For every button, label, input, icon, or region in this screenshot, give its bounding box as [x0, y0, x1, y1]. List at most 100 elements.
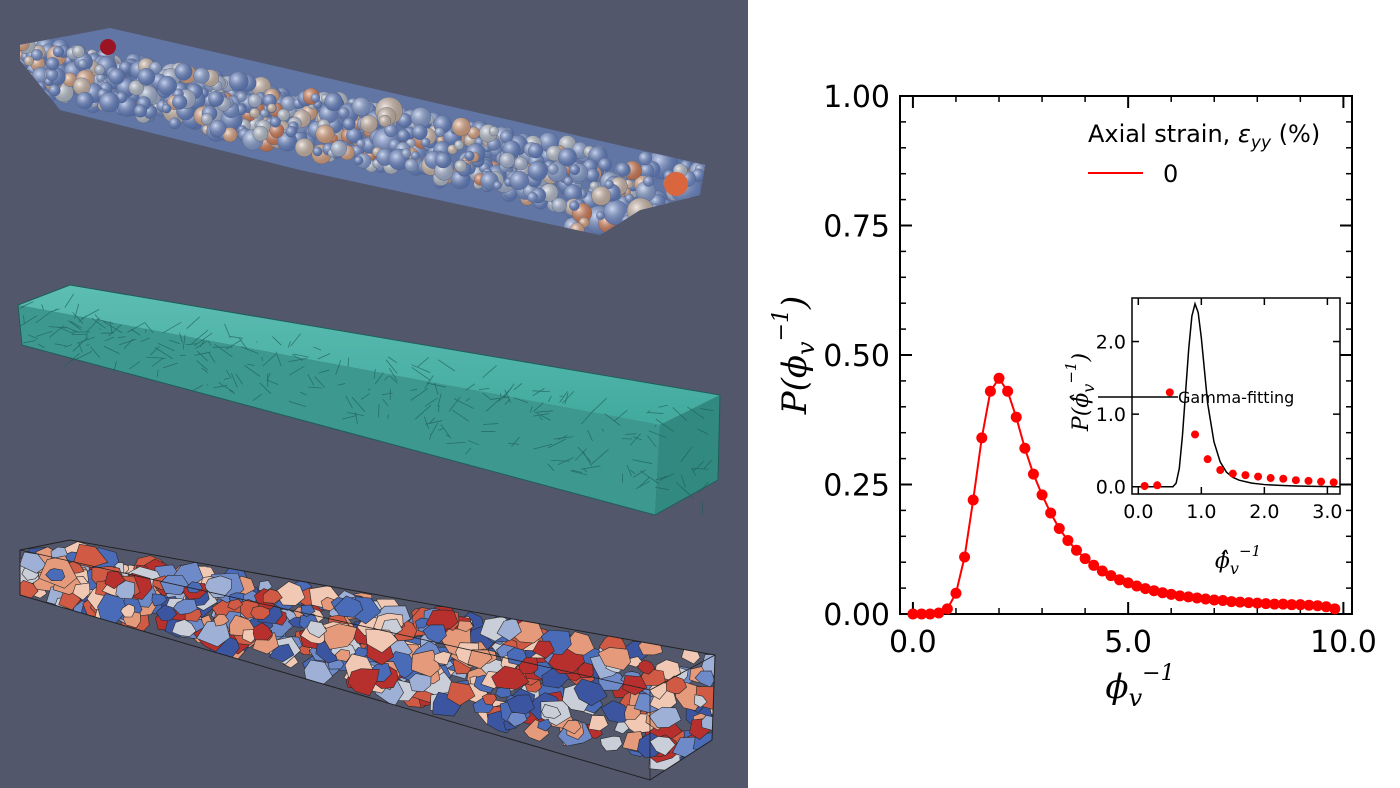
inset-data-point	[1304, 476, 1313, 485]
data-point	[1105, 570, 1117, 582]
data-point	[1045, 507, 1057, 519]
data-point	[1251, 597, 1263, 609]
voronoi-mesh-render	[17, 284, 721, 516]
inset-data-point	[1153, 481, 1162, 490]
data-point	[1277, 598, 1289, 610]
data-point	[1243, 597, 1255, 609]
y-tick-label: 1.00	[823, 80, 890, 115]
y-tick-label: 0.25	[823, 469, 890, 504]
inset-y-tick-label: 1.0	[1096, 404, 1126, 426]
data-point	[1036, 489, 1048, 501]
inset-data-point	[1329, 478, 1338, 487]
inset-data-point	[1203, 455, 1212, 464]
inset-plot-frame	[1131, 297, 1341, 495]
data-point	[1208, 594, 1220, 606]
data-point	[993, 372, 1005, 384]
y-tick-label: 0.75	[823, 210, 890, 245]
inset-x-tick-label: 3.0	[1312, 501, 1342, 523]
data-point	[1260, 598, 1272, 610]
data-point	[1139, 583, 1151, 595]
inset-x-tick-label: 1.0	[1186, 501, 1216, 523]
data-point	[1053, 523, 1065, 535]
legend-entry-0: 0	[1163, 160, 1178, 188]
y-tick-label: 0.50	[823, 339, 890, 374]
data-point	[1303, 599, 1315, 611]
x-tick-label: 0.0	[889, 625, 937, 660]
data-point	[1225, 596, 1237, 608]
data-point	[1217, 595, 1229, 607]
grain-coloring-render	[19, 539, 716, 781]
main-axis-ticks: 0.0 5.0 10.0 0.0 0 0.25 0.50 0.75 1.00	[823, 80, 1377, 660]
data-point	[1019, 442, 1031, 454]
data-point	[924, 608, 936, 620]
inset-legend: Gamma-fitting	[1098, 388, 1294, 407]
data-point	[959, 551, 971, 563]
inset-legend-entry: Gamma-fitting	[1178, 388, 1294, 407]
data-point	[1131, 580, 1143, 592]
inset-y-axis-label: P(ϕ̂v−1)	[1062, 353, 1098, 432]
main-x-axis-label: ϕv−1	[1105, 661, 1174, 712]
inset-x-axis-label: ϕ̂v−1	[1215, 542, 1261, 578]
data-point	[1002, 385, 1014, 397]
data-point	[1062, 534, 1074, 546]
inset-axis-ticks: 0.0 1.0 2.0 3.0 0.0 1.0 2.0	[1096, 298, 1343, 523]
inset-plot-background	[1132, 298, 1340, 494]
gamma-fit-line	[1138, 301, 1334, 488]
data-point	[976, 432, 988, 444]
data-point	[1294, 599, 1306, 611]
inset-data-point	[1165, 388, 1174, 397]
3d-renderings	[17, 28, 721, 781]
inset-y-tick-label: 2.0	[1096, 332, 1126, 354]
3d-viewer-panel	[0, 0, 748, 788]
inset-x-tick-label: 0.0	[1123, 501, 1153, 523]
data-point	[984, 385, 996, 397]
data-point	[916, 608, 928, 620]
data-point	[1269, 598, 1281, 610]
chart-panel: 0.0 5.0 10.0 0.0 0 0.25 0.50 0.75 1.00 ϕv−1 P(ϕv…	[748, 0, 1400, 788]
data-point	[967, 494, 979, 506]
main-series	[907, 372, 1341, 620]
inset-data-point	[1191, 430, 1200, 439]
data-point	[1312, 600, 1324, 612]
data-point	[933, 607, 945, 619]
particle-packing-render	[20, 28, 705, 235]
data-point	[941, 603, 953, 615]
data-point	[1027, 468, 1039, 480]
inset-data-point	[1254, 472, 1263, 481]
data-point	[950, 587, 962, 599]
data-point	[1122, 577, 1134, 589]
main-y-axis-label: P(ϕv−1)	[769, 296, 820, 416]
distribution-chart: 0.0 5.0 10.0 0.0 0 0.25 0.50 0.75 1.00 ϕv−1 P(ϕv…	[769, 80, 1377, 712]
data-point	[1200, 593, 1212, 605]
data-point	[1096, 565, 1108, 577]
data-point	[1286, 599, 1298, 611]
data-point	[1088, 559, 1100, 571]
x-tick-label: 5.0	[1104, 625, 1152, 660]
data-point	[907, 608, 919, 620]
data-point	[1070, 544, 1082, 556]
inset-data-point	[1216, 466, 1225, 475]
inset-series	[1138, 301, 1338, 491]
inset-data-point	[1241, 471, 1250, 480]
data-point	[1079, 553, 1091, 565]
data-point	[1148, 585, 1160, 597]
data-point	[1165, 588, 1177, 600]
inset-data-point	[1140, 482, 1149, 491]
inset-data-point	[1266, 474, 1275, 483]
data-point	[1157, 587, 1169, 599]
inset-data-point	[1228, 469, 1237, 478]
inset-data-point	[1317, 477, 1326, 486]
data-point	[1329, 603, 1341, 615]
data-point	[1234, 596, 1246, 608]
main-legend: Axial strain, εyy (%) 0	[1088, 120, 1320, 188]
data-point	[1010, 411, 1022, 423]
inset-data-point	[1279, 474, 1288, 483]
data-point	[1320, 601, 1332, 613]
data-point	[1182, 591, 1194, 603]
inset-y-tick-label: 0.0	[1096, 477, 1126, 499]
inset-data-point	[1291, 476, 1300, 485]
x-tick-label: 10.0	[1310, 625, 1377, 660]
data-point	[1174, 590, 1186, 602]
legend-title: Axial strain, εyy (%)	[1088, 120, 1320, 153]
inset-x-tick-label: 2.0	[1249, 501, 1279, 523]
